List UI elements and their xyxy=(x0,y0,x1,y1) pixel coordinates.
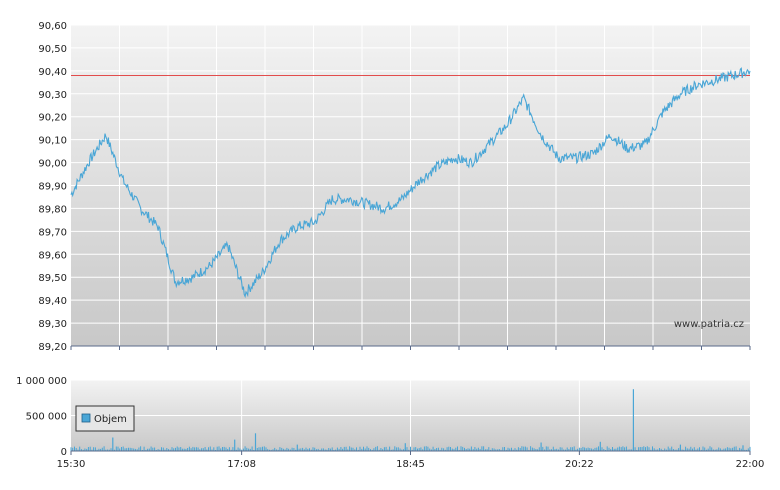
legend-label: Objem xyxy=(94,414,127,425)
price-x-tick-marks xyxy=(70,346,751,350)
x-tick-label: 22:00 xyxy=(736,459,765,470)
x-tick-label: 17:08 xyxy=(227,459,256,470)
price-y-tick-label: 89,60 xyxy=(38,250,67,261)
price-y-tick-label: 90,00 xyxy=(38,159,67,170)
price-y-tick-label: 90,50 xyxy=(38,44,67,55)
price-y-axis: 90,60 90,50 90,40 90,30 90,20 90,10 90,00 89,90… xyxy=(38,21,67,353)
legend-swatch xyxy=(81,413,91,423)
x-tick-label: 18:45 xyxy=(396,459,425,470)
volume-x-axis: 15:30 17:08 18:45 20:22 22:00 xyxy=(57,451,765,470)
price-y-tick-label: 90,30 xyxy=(38,90,67,101)
price-y-tick-label: 89,20 xyxy=(38,342,67,353)
price-chart: 90,60 90,50 90,40 90,30 90,20 90,10 90,00 89,90… xyxy=(38,21,751,353)
volume-y-axis: 1 000 000 500 000 0 xyxy=(16,376,67,458)
x-tick-label: 20:22 xyxy=(565,459,594,470)
price-y-tick-label: 90,40 xyxy=(38,67,67,78)
volume-chart: 1 000 000 500 000 0 15:30 17:08 18:45 20:22 22… xyxy=(16,376,764,470)
price-y-tick-label: 89,90 xyxy=(38,182,67,193)
price-y-tick-label: 90,20 xyxy=(38,113,67,124)
price-series-line xyxy=(70,67,751,299)
watermark: www.patria.cz xyxy=(674,319,744,330)
volume-legend: Objem xyxy=(75,405,135,432)
price-y-tick-label: 89,50 xyxy=(38,273,67,284)
volume-y-tick-label: 1 000 000 xyxy=(16,376,67,387)
x-tick-label: 15:30 xyxy=(57,459,86,470)
price-y-tick-label: 90,60 xyxy=(38,21,67,32)
price-y-tick-label: 89,40 xyxy=(38,296,67,307)
volume-y-tick-label: 0 xyxy=(61,447,67,458)
price-y-tick-label: 89,70 xyxy=(38,227,67,238)
volume-grid xyxy=(71,379,750,451)
price-y-tick-label: 90,10 xyxy=(38,136,67,147)
price-y-tick-label: 89,80 xyxy=(38,204,67,215)
price-y-tick-label: 89,30 xyxy=(38,319,67,330)
volume-y-tick-label: 500 000 xyxy=(26,412,67,423)
